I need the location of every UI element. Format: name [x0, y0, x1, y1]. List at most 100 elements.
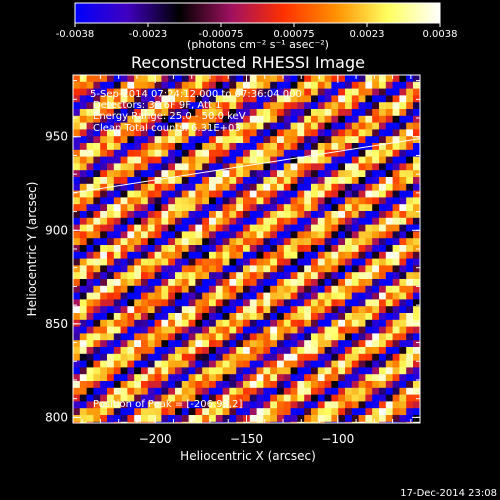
heatmap-cell	[120, 224, 128, 232]
heatmap-cell	[134, 408, 142, 416]
heatmap-cell	[256, 231, 264, 239]
heatmap-cell	[297, 88, 305, 96]
heatmap-cell	[154, 251, 162, 259]
heatmap-cell	[229, 401, 237, 409]
heatmap-cell	[385, 319, 393, 327]
heatmap-cell	[147, 211, 155, 219]
heatmap-cell	[297, 265, 305, 273]
heatmap-cell	[304, 238, 312, 246]
heatmap-cell	[249, 258, 257, 266]
heatmap-cell	[317, 272, 325, 280]
heatmap-cell	[413, 326, 420, 334]
heatmap-cell	[188, 333, 196, 341]
heatmap-cell	[86, 272, 94, 280]
heatmap-cell	[385, 347, 393, 355]
heatmap-cell	[229, 88, 237, 96]
heatmap-cell	[311, 224, 319, 232]
heatmap-cell	[134, 313, 142, 321]
heatmap-cell	[379, 149, 387, 157]
heatmap-cell	[379, 224, 387, 232]
heatmap-cell	[358, 353, 366, 361]
heatmap-cell	[236, 81, 244, 89]
heatmap-cell	[290, 394, 298, 402]
heatmap-cell	[419, 285, 420, 293]
heatmap-cell	[147, 122, 155, 130]
heatmap-cell	[365, 204, 373, 212]
heatmap-cell	[270, 88, 278, 96]
heatmap-cell	[141, 292, 149, 300]
heatmap-cell	[195, 381, 203, 389]
heatmap-cell	[243, 299, 251, 307]
heatmap-cell	[413, 313, 420, 321]
heatmap-cell	[351, 204, 359, 212]
heatmap-cell	[256, 197, 264, 205]
colorbar-tick-label: -0.00075	[199, 29, 244, 40]
heatmap-cell	[331, 197, 339, 205]
heatmap-cell	[311, 245, 319, 253]
heatmap-cell	[113, 408, 121, 416]
heatmap-cell	[283, 299, 291, 307]
heatmap-cell	[141, 401, 149, 409]
heatmap-cell	[345, 313, 353, 321]
heatmap-cell	[154, 149, 162, 157]
heatmap-cell	[107, 353, 115, 361]
heatmap-cell	[73, 421, 81, 423]
heatmap-cell	[290, 136, 298, 144]
heatmap-cell	[195, 299, 203, 307]
heatmap-cell	[134, 163, 142, 171]
heatmap-cell	[229, 122, 237, 130]
heatmap-cell	[168, 353, 176, 361]
heatmap-cell	[209, 156, 217, 164]
heatmap-cell	[127, 115, 135, 123]
heatmap-cell	[134, 381, 142, 389]
heatmap-cell	[188, 360, 196, 368]
heatmap-cell	[134, 333, 142, 341]
heatmap-cell	[209, 177, 217, 185]
heatmap-cell	[290, 190, 298, 198]
heatmap-cell	[229, 211, 237, 219]
heatmap-cell	[324, 190, 332, 198]
heatmap-cell	[107, 231, 115, 239]
heatmap-cell	[79, 415, 87, 423]
heatmap-cell	[161, 238, 169, 246]
heatmap-cell	[168, 387, 176, 395]
heatmap-cell	[256, 347, 264, 355]
heatmap-cell	[188, 265, 196, 273]
heatmap-cell	[379, 272, 387, 280]
heatmap-cell	[188, 353, 196, 361]
heatmap-cell	[290, 306, 298, 314]
heatmap-cell	[385, 95, 393, 103]
heatmap-cell	[351, 115, 359, 123]
heatmap-cell	[175, 156, 183, 164]
heatmap-cell	[175, 115, 183, 123]
heatmap-cell	[107, 197, 115, 205]
heatmap-cell	[100, 197, 108, 205]
heatmap-cell	[120, 149, 128, 157]
heatmap-cell	[209, 313, 217, 321]
heatmap-cell	[406, 115, 414, 123]
heatmap-cell	[154, 136, 162, 144]
heatmap-cell	[317, 88, 325, 96]
heatmap-cell	[222, 401, 230, 409]
heatmap-cell	[209, 367, 217, 375]
heatmap-cell	[161, 347, 169, 355]
heatmap-cell	[236, 170, 244, 178]
heatmap-cell	[202, 292, 210, 300]
heatmap-cell	[351, 149, 359, 157]
heatmap-cell	[147, 272, 155, 280]
heatmap-cell	[297, 353, 305, 361]
heatmap-cell	[236, 319, 244, 327]
heatmap-cell	[93, 136, 101, 144]
heatmap-cell	[283, 183, 291, 191]
heatmap-cell	[413, 265, 420, 273]
heatmap-cell	[338, 421, 346, 423]
heatmap-cell	[351, 353, 359, 361]
heatmap-cell	[195, 81, 203, 89]
heatmap-cell	[413, 231, 420, 239]
heatmap-cell	[141, 367, 149, 375]
heatmap-cell	[263, 285, 271, 293]
heatmap-cell	[127, 204, 135, 212]
heatmap-cell	[93, 143, 101, 151]
heatmap-cell	[351, 272, 359, 280]
heatmap-cell	[86, 217, 94, 225]
